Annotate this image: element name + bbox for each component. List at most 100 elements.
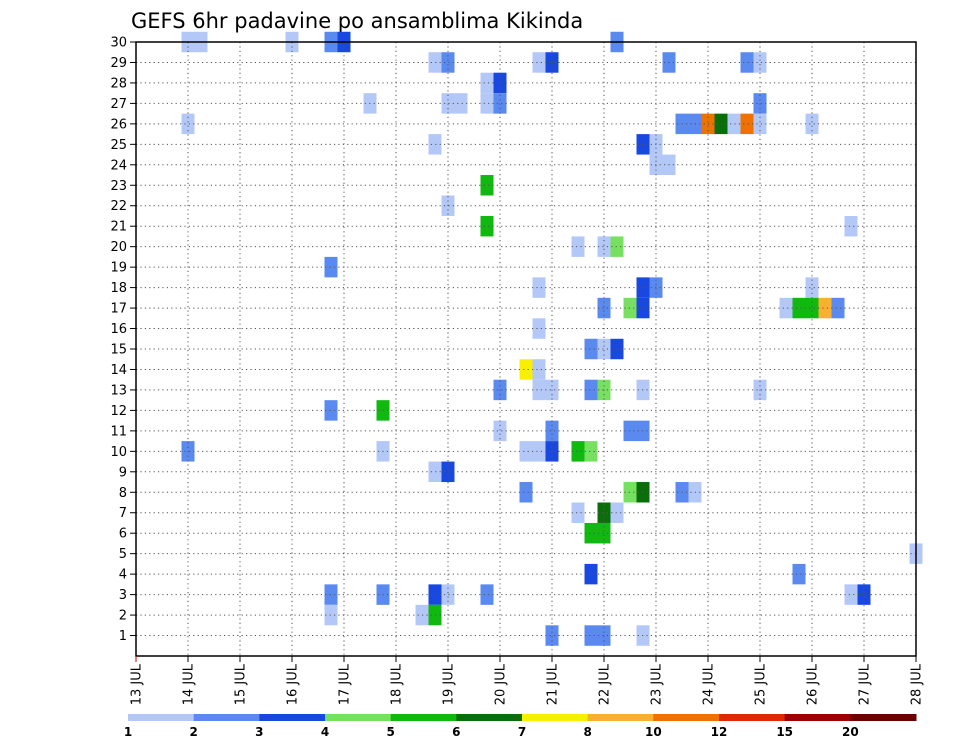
heatmap-cell — [532, 441, 546, 462]
heatmap-cell — [441, 52, 455, 73]
heatmap-cell — [857, 584, 871, 605]
colorbar-label: 7 — [518, 725, 526, 739]
x-axis: 13 JUL 14 JUL 15 JUL 16 JUL 17 JUL 18 JUL 19 J… — [130, 656, 925, 705]
colorbar-label: 4 — [321, 725, 329, 739]
heatmap-cell — [597, 297, 611, 319]
colorbar-label: 15 — [776, 725, 793, 739]
heatmap-cell — [844, 215, 858, 237]
heatmap-cell — [493, 72, 507, 94]
heatmap-cell — [545, 420, 559, 442]
heatmap-cell — [441, 93, 455, 114]
x-tick-label: 21 JUL — [546, 663, 561, 705]
heatmap-cell — [818, 297, 832, 319]
colorbar-label: 6 — [452, 725, 460, 739]
heatmap-cell — [428, 134, 442, 155]
y-tick-label: 24 — [110, 158, 127, 173]
x-tick-label: 23 JUL — [650, 663, 665, 705]
colorbar-label: 2 — [189, 725, 197, 739]
heatmap-cell — [545, 625, 559, 646]
heatmap-cell — [480, 175, 494, 196]
y-tick-label: 2 — [119, 609, 127, 624]
x-tick-label: 20 JUL — [494, 663, 509, 705]
y-tick-label: 10 — [110, 445, 127, 460]
heatmap-cell — [480, 215, 494, 237]
y-tick-label: 13 — [110, 383, 127, 398]
heatmap-cell — [831, 297, 845, 319]
heatmap-cell — [324, 400, 338, 421]
heatmap-cell — [610, 236, 624, 257]
colorbar: 1 2 3 4 5 6 7 8 10 12 15 20 — [124, 714, 917, 739]
colorbar-label: 1 — [124, 725, 132, 739]
y-tick-label: 1 — [119, 629, 127, 644]
heatmap-cell — [428, 584, 442, 605]
heatmap-cell — [584, 338, 598, 360]
heatmap-cell — [532, 318, 546, 339]
heatmap-cell — [597, 236, 611, 257]
y-tick-label: 8 — [119, 486, 127, 501]
heatmap-cell — [753, 93, 767, 114]
heatmap-cell — [519, 359, 533, 380]
x-tick-label: 25 JUL — [754, 663, 769, 705]
heatmap-cell — [324, 256, 338, 278]
y-tick-label: 26 — [110, 117, 127, 132]
heatmap-cell — [779, 297, 793, 319]
heatmap-cell — [584, 522, 598, 544]
heatmap-cell — [181, 113, 195, 135]
chart-title: GEFS 6hr padavine po ansamblima Kikinda — [131, 9, 583, 33]
heatmap-cells — [181, 31, 923, 646]
x-tick-label: 22 JUL — [598, 663, 613, 705]
x-tick-label: 19 JUL — [442, 663, 457, 705]
heatmap-cell — [532, 52, 546, 73]
x-tick-label: 17 JUL — [338, 663, 353, 705]
y-tick-label: 16 — [110, 322, 127, 337]
colorbar-label: 3 — [255, 725, 263, 739]
heatmap-cell — [428, 604, 442, 626]
colorbar-swatch — [784, 714, 851, 721]
y-tick-label: 5 — [119, 547, 127, 562]
heatmap-cell — [584, 625, 598, 646]
heatmap-cell — [740, 113, 754, 135]
heatmap-cell — [428, 461, 442, 483]
heatmap-cell — [753, 52, 767, 73]
heatmap-cell — [714, 113, 728, 135]
heatmap-cell — [753, 113, 767, 135]
y-tick-label: 17 — [110, 302, 127, 317]
heatmap-cell — [571, 441, 585, 462]
heatmap-cell — [493, 420, 507, 442]
y-tick-label: 11 — [110, 424, 127, 439]
x-tick-label: 16 JUL — [286, 663, 301, 705]
y-tick-label: 6 — [119, 527, 127, 542]
heatmap-cell — [571, 502, 585, 523]
colorbar-swatch — [850, 714, 917, 721]
heatmap-cell — [597, 625, 611, 646]
heatmap-cell — [519, 441, 533, 462]
heatmap-cell — [480, 72, 494, 94]
x-tick-label: 27 JUL — [858, 663, 873, 705]
colorbar-swatch — [719, 714, 786, 721]
y-tick-label: 29 — [110, 56, 127, 71]
y-tick-label: 20 — [110, 240, 127, 255]
heatmap-cell — [597, 522, 611, 544]
y-tick-label: 21 — [110, 220, 127, 235]
y-tick-label: 3 — [119, 588, 127, 603]
colorbar-label: 10 — [645, 725, 662, 739]
heatmap-cell — [571, 236, 585, 257]
heatmap-cell — [597, 502, 611, 523]
heatmap-cell — [454, 93, 468, 114]
heatmap-cell — [610, 502, 624, 523]
y-axis: 1234567891011121314151617181920212223242… — [110, 36, 136, 644]
y-tick-label: 14 — [110, 363, 127, 378]
x-tick-label: 13 JUL — [130, 663, 145, 705]
heatmap-cell — [324, 584, 338, 605]
heatmap-cell — [428, 52, 442, 73]
x-tick-label: 28 JUL — [910, 663, 925, 705]
x-tick-label: 15 JUL — [234, 663, 249, 705]
y-tick-label: 18 — [110, 281, 127, 296]
heatmap-cell — [792, 563, 806, 585]
y-tick-label: 15 — [110, 343, 127, 358]
colorbar-label: 8 — [583, 725, 591, 739]
heatmap-cell — [740, 52, 754, 73]
y-tick-label: 27 — [110, 97, 127, 112]
heatmap-cell — [480, 584, 494, 605]
